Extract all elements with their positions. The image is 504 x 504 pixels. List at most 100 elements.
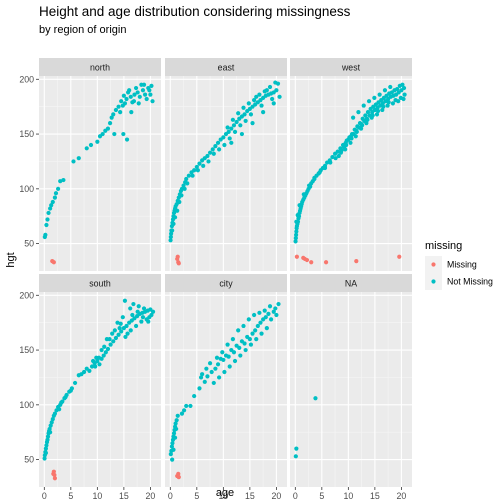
panel-na: NA 0 5 10 15 20 xyxy=(290,274,412,501)
point-not-missing xyxy=(215,362,221,367)
point-missing xyxy=(309,260,314,265)
point-not-missing xyxy=(259,103,264,108)
point-not-missing xyxy=(182,186,187,191)
point-not-missing xyxy=(231,123,237,128)
point-missing xyxy=(294,254,299,259)
point-not-missing xyxy=(375,108,381,114)
point-not-missing xyxy=(108,342,113,347)
point-not-missing xyxy=(100,131,105,137)
panel-background-city xyxy=(165,292,287,487)
point-not-missing xyxy=(213,366,218,371)
point-not-missing xyxy=(365,117,370,122)
point-not-missing xyxy=(119,99,124,104)
point-not-missing xyxy=(236,111,241,116)
point-not-missing xyxy=(87,368,92,373)
x-axis-title: age xyxy=(216,487,234,499)
point-not-missing xyxy=(43,450,48,456)
strip-south xyxy=(39,274,161,292)
x-tick-label: 20 xyxy=(145,491,155,501)
point-not-missing xyxy=(169,231,174,236)
point-not-missing xyxy=(254,337,259,342)
point-not-missing xyxy=(43,446,48,451)
point-not-missing xyxy=(266,311,271,317)
point-not-missing xyxy=(264,326,269,331)
point-missing xyxy=(51,471,56,476)
point-not-missing xyxy=(241,323,246,329)
point-not-missing xyxy=(172,215,178,220)
legend: missing Missing Not Missing xyxy=(425,240,493,290)
point-not-missing xyxy=(360,123,365,128)
point-not-missing xyxy=(206,159,211,164)
point-not-missing xyxy=(354,129,359,134)
point-not-missing xyxy=(209,369,214,375)
point-not-missing xyxy=(130,312,135,318)
point-not-missing xyxy=(168,234,173,240)
point-not-missing xyxy=(121,131,126,137)
point-not-missing xyxy=(89,364,95,369)
y-tick-label: 200 xyxy=(19,74,34,84)
y-tick-label: 150 xyxy=(19,129,34,139)
point-not-missing xyxy=(227,136,232,141)
point-not-missing xyxy=(330,154,335,160)
point-not-missing xyxy=(204,366,209,371)
point-not-missing xyxy=(348,140,353,145)
point-not-missing xyxy=(237,345,242,350)
point-not-missing xyxy=(131,99,137,104)
point-not-missing xyxy=(107,337,112,342)
point-not-missing xyxy=(118,110,123,115)
point-not-missing xyxy=(226,354,231,359)
point-not-missing xyxy=(109,115,114,120)
point-not-missing xyxy=(322,165,328,171)
point-not-missing xyxy=(112,131,117,137)
point-not-missing xyxy=(113,107,119,113)
point-not-missing xyxy=(248,112,254,117)
point-not-missing xyxy=(358,126,364,131)
point-not-missing xyxy=(170,228,175,233)
point-not-missing xyxy=(364,121,369,126)
point-not-missing xyxy=(243,118,248,124)
point-not-missing xyxy=(229,126,234,131)
x-tick-label: 5 xyxy=(68,491,73,501)
point-not-missing xyxy=(274,88,279,93)
point-not-missing xyxy=(226,129,231,134)
x-tick-label: 10 xyxy=(92,491,102,501)
point-not-missing xyxy=(238,353,243,358)
point-not-missing xyxy=(220,350,225,355)
point-not-missing xyxy=(301,192,306,197)
point-not-missing xyxy=(122,298,128,303)
point-not-missing xyxy=(293,236,298,241)
point-not-missing xyxy=(294,229,299,234)
point-not-missing xyxy=(248,342,254,347)
point-not-missing xyxy=(133,323,139,329)
point-not-missing xyxy=(247,337,252,342)
point-not-missing xyxy=(129,110,134,115)
point-not-missing xyxy=(139,319,144,324)
point-not-missing xyxy=(174,426,179,432)
strip-west xyxy=(290,58,412,76)
point-not-missing xyxy=(225,342,230,347)
point-not-missing xyxy=(124,96,129,102)
point-not-missing xyxy=(141,82,147,87)
point-not-missing xyxy=(293,239,298,244)
panel-north: north 50 100 150 200 xyxy=(19,58,161,271)
point-not-missing xyxy=(105,346,111,352)
point-not-missing xyxy=(150,309,156,314)
point-not-missing xyxy=(344,142,349,148)
point-not-missing xyxy=(142,92,148,97)
point-not-missing xyxy=(150,99,155,104)
point-missing xyxy=(323,260,329,265)
point-not-missing xyxy=(45,437,50,442)
point-not-missing xyxy=(179,411,185,416)
panel-background-west xyxy=(290,76,412,271)
point-not-missing xyxy=(171,447,176,452)
point-not-missing xyxy=(259,331,264,336)
point-not-missing xyxy=(374,112,380,117)
point-not-missing xyxy=(211,380,216,386)
point-not-missing xyxy=(45,217,50,222)
point-not-missing xyxy=(252,98,257,103)
x-tick-label: 10 xyxy=(343,491,353,501)
point-not-missing xyxy=(221,135,226,140)
point-not-missing xyxy=(128,94,133,99)
point-not-missing xyxy=(195,168,200,173)
point-not-missing xyxy=(356,110,361,115)
